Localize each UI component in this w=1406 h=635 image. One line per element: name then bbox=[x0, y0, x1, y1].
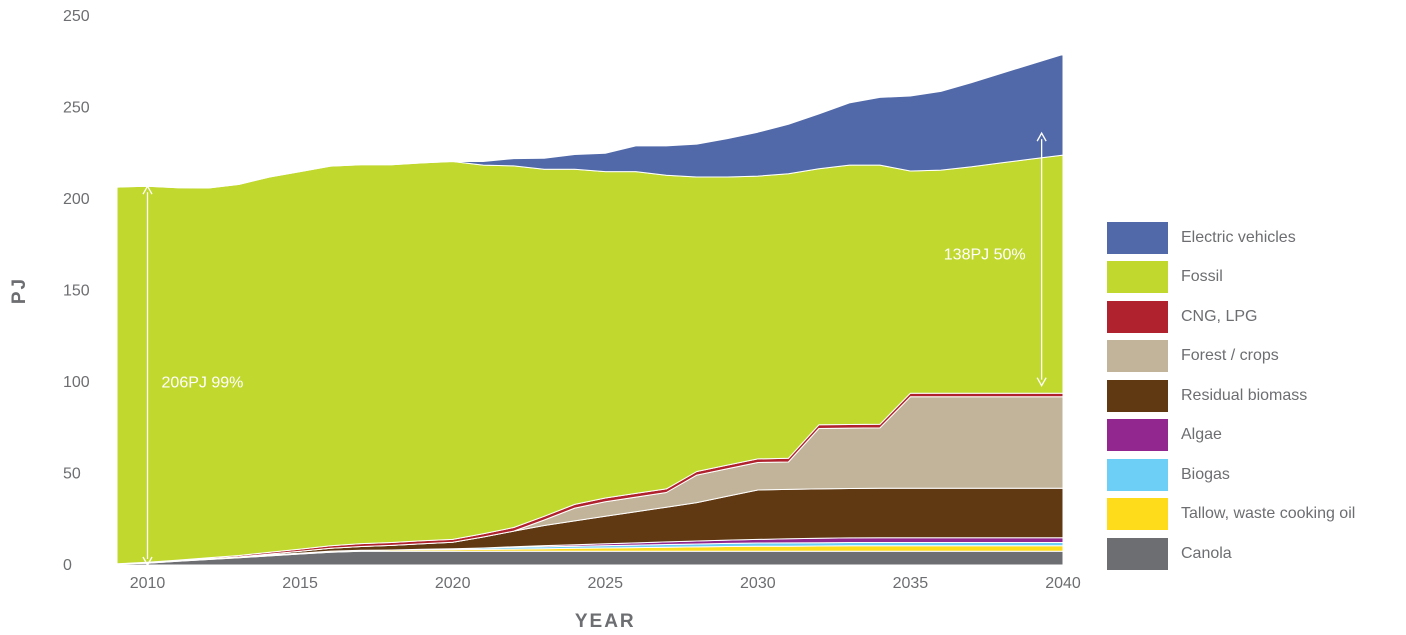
legend-item-cng-lpg: CNG, LPG bbox=[1107, 297, 1355, 337]
legend-item-fossil: Fossil bbox=[1107, 258, 1355, 298]
legend-item-algae: Algae bbox=[1107, 416, 1355, 456]
x-tick-label: 2040 bbox=[1045, 575, 1081, 592]
legend-item-residual-biomass: Residual biomass bbox=[1107, 376, 1355, 416]
legend-swatch bbox=[1107, 458, 1168, 491]
x-tick-label: 2010 bbox=[130, 575, 166, 592]
legend: Electric vehicles Fossil CNG, LPG Forest / … bbox=[1107, 218, 1355, 574]
y-tick-label: 50 bbox=[63, 466, 81, 483]
annotation-label: 138PJ 50% bbox=[944, 246, 1026, 263]
x-axis-title: YEAR bbox=[575, 611, 636, 632]
legend-swatch bbox=[1107, 537, 1168, 570]
legend-label: Canola bbox=[1181, 544, 1232, 562]
legend-label: Forest / crops bbox=[1181, 347, 1279, 365]
legend-item-tallow-waste-cooking-oil: Tallow, waste cooking oil bbox=[1107, 495, 1355, 535]
legend-swatch bbox=[1107, 300, 1168, 333]
annotation-arrowhead-up bbox=[142, 184, 153, 195]
y-tick-label: 250 bbox=[63, 8, 90, 25]
legend-swatch bbox=[1107, 340, 1168, 373]
legend-label: Tallow, waste cooking oil bbox=[1181, 505, 1356, 523]
legend-swatch bbox=[1107, 498, 1168, 531]
x-axis-ticks: 2010 2015 2020 2025 2030 2035 2040 bbox=[130, 575, 1081, 592]
legend-swatch bbox=[1107, 221, 1168, 254]
y-tick-label: 150 bbox=[63, 283, 90, 300]
y-tick-label: 200 bbox=[63, 191, 90, 208]
area-electric-vehicles bbox=[116, 53, 1064, 189]
y-axis-title: PJ bbox=[9, 277, 30, 304]
legend-swatch bbox=[1107, 261, 1168, 294]
legend-label: Residual biomass bbox=[1181, 386, 1308, 404]
area-series-group bbox=[116, 53, 1064, 566]
x-tick-label: 2015 bbox=[282, 575, 318, 592]
annotation-arrowhead-down bbox=[142, 556, 153, 567]
legend-item-canola: Canola bbox=[1107, 534, 1355, 574]
legend-swatch bbox=[1107, 419, 1168, 452]
y-axis-ticks: 0 50 100 150 200 250 250 bbox=[63, 8, 90, 574]
legend-swatch bbox=[1107, 379, 1168, 412]
legend-label: Biogas bbox=[1181, 465, 1230, 483]
x-tick-label: 2025 bbox=[587, 575, 623, 592]
legend-label: Electric vehicles bbox=[1181, 228, 1296, 246]
legend-label: Algae bbox=[1181, 426, 1222, 444]
annotations-group: 206PJ 99% 138PJ 50% bbox=[142, 131, 1047, 567]
x-tick-label: 2030 bbox=[740, 575, 776, 592]
y-tick-label: 0 bbox=[63, 557, 72, 574]
legend-item-forest-crops: Forest / crops bbox=[1107, 337, 1355, 377]
legend-item-biogas: Biogas bbox=[1107, 455, 1355, 495]
x-tick-label: 2020 bbox=[435, 575, 471, 592]
legend-label: Fossil bbox=[1181, 268, 1223, 286]
y-tick-label: 250 bbox=[63, 100, 90, 117]
legend-item-electric-vehicles: Electric vehicles bbox=[1107, 218, 1355, 258]
annotation-label: 206PJ 99% bbox=[162, 374, 244, 391]
legend-label: CNG, LPG bbox=[1181, 307, 1258, 325]
annotation-arrowhead-down bbox=[1036, 377, 1047, 387]
annotation-arrowhead-up bbox=[1036, 131, 1047, 142]
x-tick-label: 2035 bbox=[893, 575, 929, 592]
y-tick-label: 100 bbox=[63, 374, 90, 391]
